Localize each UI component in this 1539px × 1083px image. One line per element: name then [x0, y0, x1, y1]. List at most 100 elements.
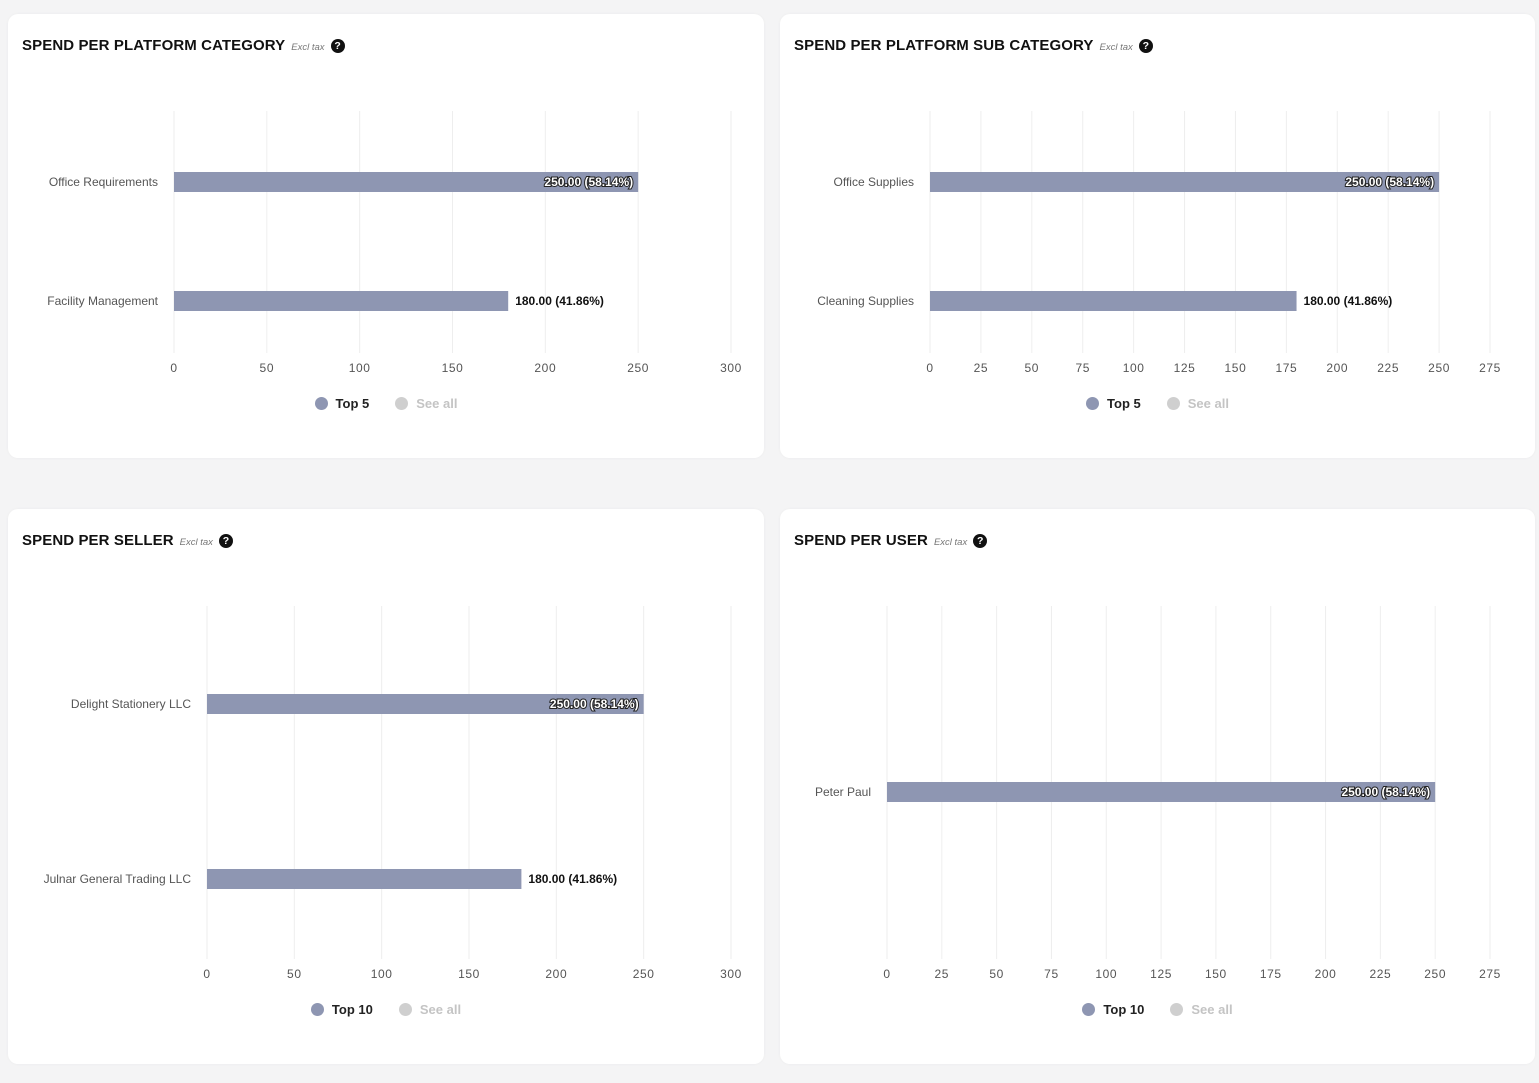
category-label: Cleaning Supplies	[817, 294, 914, 308]
legend-marker	[398, 1003, 412, 1016]
card-spend-per-platform-sub-category: SPEND PER PLATFORM SUB CATEGORY Excl tax…	[780, 14, 1535, 458]
legend-item-top[interactable]: Top 10	[1082, 1002, 1144, 1017]
x-tick-label: 275	[1479, 967, 1501, 981]
legend-item-top[interactable]: Top 5	[314, 396, 370, 411]
legend-item-see-all[interactable]: See all	[398, 1002, 462, 1017]
category-label: Facility Management	[47, 294, 158, 308]
bar	[207, 694, 644, 714]
bar	[207, 869, 522, 889]
x-tick-label: 50	[260, 361, 275, 375]
legend-marker	[310, 1003, 324, 1016]
question-circle-icon[interactable]: ?	[218, 533, 233, 548]
x-tick-label: 225	[1377, 361, 1399, 375]
x-tick-label: 100	[1095, 967, 1117, 981]
card-subtitle: Excl tax	[179, 537, 213, 548]
card-header: SPEND PER USER Excl tax ?	[794, 532, 988, 549]
data-label: 250.00 (58.14%)	[1341, 785, 1430, 799]
x-tick-label: 50	[1025, 361, 1040, 375]
chart-legend: Top 5 See all	[780, 396, 1535, 411]
category-label: Office Supplies	[834, 175, 915, 189]
legend-marker	[395, 397, 409, 410]
bar-chart: 0 25 50 75 100 125 150 175 200 225 250 275 Peter Pau…	[815, 606, 1501, 981]
x-tick-label: 0	[170, 361, 177, 375]
legend-label: Top 5	[1107, 396, 1141, 411]
x-tick-label: 150	[458, 967, 480, 981]
x-tick-label: 175	[1260, 967, 1282, 981]
legend-item-top[interactable]: Top 5	[1086, 396, 1141, 411]
bar-chart: 0 50 100 150 200 250 300 Delight Stationery LLC…	[44, 606, 742, 981]
legend-marker	[1166, 397, 1180, 410]
data-label: 180.00 (41.86%)	[1304, 294, 1393, 308]
legend-label: See all	[1187, 396, 1229, 411]
x-tick-label: 100	[371, 967, 393, 981]
bar	[930, 172, 1440, 192]
bar-chart: 0 25 50 75 100 125 150 175 200 225 250 275 Office Su…	[817, 111, 1501, 375]
chart-legend: Top 5 See all	[8, 396, 764, 411]
x-tick-label: 50	[989, 967, 1004, 981]
legend-label: See all	[419, 1002, 462, 1017]
legend-item-see-all[interactable]: See all	[1170, 1002, 1233, 1017]
card-header: SPEND PER SELLER Excl tax ?	[22, 532, 233, 549]
bar	[887, 782, 1436, 802]
x-tick-label: 150	[1205, 967, 1227, 981]
card-title: SPEND PER SELLER	[22, 532, 174, 549]
card-title: SPEND PER USER	[794, 532, 928, 549]
bar-chart: 0 50 100 150 200 250 300 Office Requirements 250…	[47, 111, 742, 375]
chart-legend: Top 10 See all	[780, 1002, 1535, 1017]
legend-item-see-all[interactable]: See all	[1166, 396, 1229, 411]
card-subtitle: Excl tax	[291, 42, 325, 53]
category-label: Delight Stationery LLC	[71, 697, 191, 711]
legend-label: See all	[416, 396, 458, 411]
x-tick-label: 0	[203, 967, 210, 981]
x-tick-label: 300	[720, 361, 742, 375]
card-header: SPEND PER PLATFORM CATEGORY Excl tax ?	[22, 37, 345, 54]
legend-label: See all	[1191, 1002, 1233, 1017]
card-spend-per-seller: SPEND PER SELLER Excl tax ? 0 50 100 150 200…	[8, 509, 764, 1064]
question-circle-icon[interactable]: ?	[973, 533, 988, 548]
x-tick-label: 75	[1075, 361, 1090, 375]
legend-label: Top 10	[331, 1002, 373, 1017]
category-label: Office Requirements	[49, 175, 158, 189]
x-tick-label: 150	[442, 361, 464, 375]
x-tick-label: 125	[1150, 967, 1172, 981]
question-circle-icon[interactable]: ?	[330, 38, 345, 53]
category-label: Julnar General Trading LLC	[44, 872, 192, 886]
data-label: 180.00 (41.86%)	[528, 872, 617, 886]
card-subtitle: Excl tax	[933, 537, 968, 548]
legend-marker	[1170, 1003, 1184, 1016]
legend-marker	[1082, 1003, 1096, 1016]
x-tick-label: 75	[1044, 967, 1059, 981]
x-tick-label: 0	[883, 967, 890, 981]
legend-marker	[1086, 397, 1100, 410]
legend-label: Top 5	[335, 396, 370, 411]
x-tick-label: 225	[1369, 967, 1391, 981]
x-tick-label: 100	[349, 361, 371, 375]
x-tick-label: 125	[1174, 361, 1196, 375]
data-label: 180.00 (41.86%)	[515, 294, 604, 308]
legend-label: Top 10	[1103, 1002, 1145, 1017]
legend-item-top[interactable]: Top 10	[310, 1002, 373, 1017]
x-tick-label: 200	[1315, 967, 1337, 981]
card-spend-per-user: SPEND PER USER Excl tax ? 0 25 50 75 100 125 1…	[780, 509, 1535, 1064]
legend-marker	[314, 397, 328, 410]
x-tick-label: 250	[1428, 361, 1450, 375]
legend-item-see-all[interactable]: See all	[395, 396, 457, 411]
x-tick-label: 25	[974, 361, 989, 375]
x-tick-label: 50	[287, 967, 302, 981]
question-circle-icon[interactable]: ?	[1138, 38, 1153, 53]
category-label: Peter Paul	[815, 785, 871, 799]
bar	[174, 172, 639, 192]
x-tick-label: 300	[720, 967, 742, 981]
x-tick-label: 100	[1123, 361, 1145, 375]
data-label: 250.00 (58.14%)	[550, 697, 639, 711]
card-header: SPEND PER PLATFORM SUB CATEGORY Excl tax…	[794, 37, 1153, 54]
card-title: SPEND PER PLATFORM SUB CATEGORY	[794, 37, 1094, 54]
chart-legend: Top 10 See all	[8, 1002, 764, 1017]
x-tick-label: 200	[1326, 361, 1348, 375]
x-tick-label: 175	[1275, 361, 1297, 375]
x-tick-label: 275	[1479, 361, 1501, 375]
card-subtitle: Excl tax	[1099, 42, 1133, 53]
x-tick-label: 0	[926, 361, 933, 375]
data-label: 250.00 (58.14%)	[1345, 175, 1434, 189]
data-label: 250.00 (58.14%)	[544, 175, 633, 189]
